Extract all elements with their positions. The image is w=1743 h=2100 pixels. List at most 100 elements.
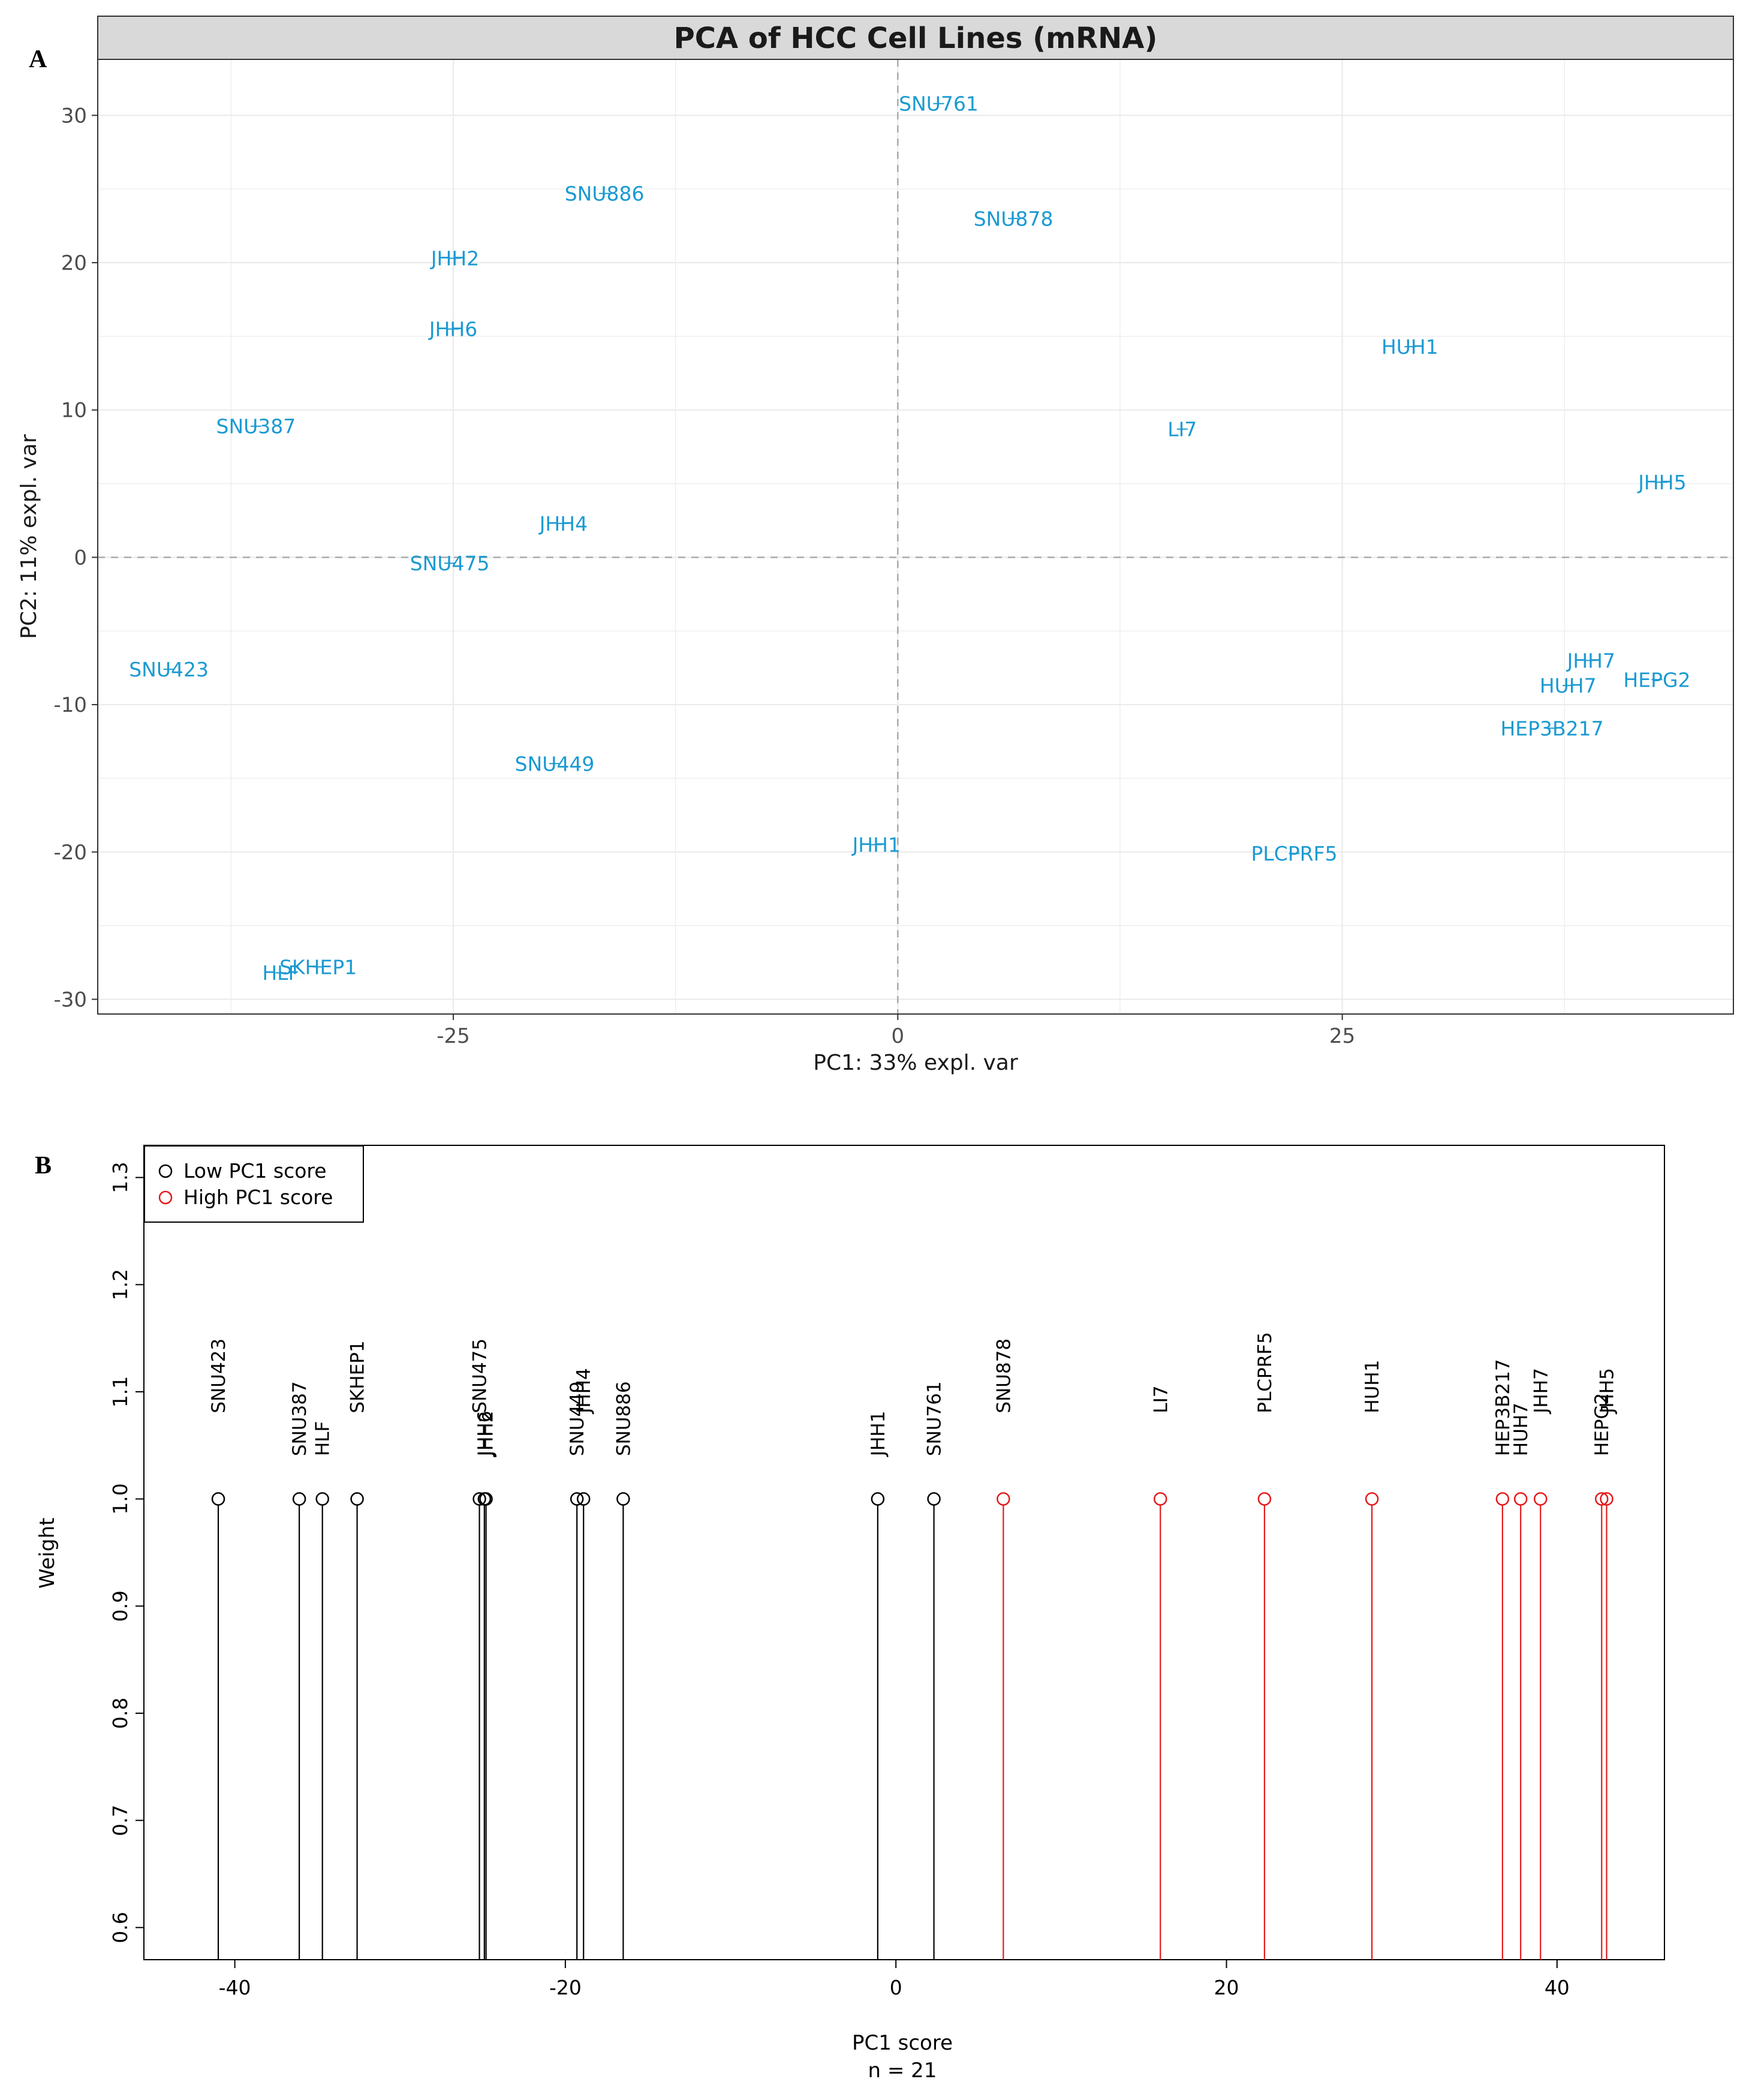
point-label-snu475: SNU475 <box>410 552 490 575</box>
point-label-jhh6: JHH6 <box>428 318 477 341</box>
x-axis-ticks: -25 0 25 <box>436 1014 1355 1048</box>
stem-marker-snu878 <box>997 1492 1010 1506</box>
point-label-snu423: SNU423 <box>129 658 209 681</box>
x-tick-label: -20 <box>549 1976 582 1999</box>
panel-letter-b: B <box>35 1152 52 1180</box>
stem-marker-hep3b217 <box>1495 1492 1510 1506</box>
point-label-snu761: SNU761 <box>899 92 979 116</box>
x-axis-label: PC1: 33% expl. var <box>813 1051 1018 1075</box>
stem-marker-plcprf5 <box>1257 1492 1272 1506</box>
stem-label-jhh2: JHH2 <box>476 1411 498 1458</box>
stem-label-snu886: SNU886 <box>613 1381 634 1456</box>
point-label-li7: LI7 <box>1167 418 1197 441</box>
point-labels: SNU761 SNU886 SNU878 JHH2 JHH6 HUH1 SNU387 LI7 J… <box>129 92 1690 985</box>
y-tick-label: 1.2 <box>109 1269 132 1300</box>
stem-marker-jhh7 <box>1534 1492 1548 1506</box>
y-tick-label: 1.3 <box>109 1162 132 1193</box>
y-tick-label: -10 <box>53 693 87 717</box>
point-label-jhh2: JHH2 <box>430 247 479 270</box>
stem-marker-snu449 <box>570 1492 584 1506</box>
stem-label-hlf: HLF <box>312 1421 334 1456</box>
chart-title: PCA of HCC Cell Lines (mRNA) <box>674 22 1158 55</box>
stem-marker-jhh5 <box>1600 1492 1613 1506</box>
stem-label-jhh7: JHH7 <box>1530 1368 1552 1415</box>
point-label-huh7: HUH7 <box>1540 674 1597 697</box>
stem-marker-jhh4 <box>576 1492 591 1506</box>
stem-marker-skhep1 <box>350 1492 364 1506</box>
stem-label-huh7: HUH7 <box>1510 1403 1532 1456</box>
y-tick-label: 0.9 <box>109 1590 132 1621</box>
legend: Low PC1 score High PC1 score <box>144 1145 364 1223</box>
plot-border <box>97 59 1734 1015</box>
stem-label-jhh4: JHH4 <box>573 1368 595 1415</box>
legend-marker-high <box>158 1190 173 1205</box>
title-strip <box>97 16 1734 60</box>
stem-marker-hepg2 <box>1595 1492 1609 1506</box>
point-label-snu387: SNU387 <box>216 415 296 438</box>
legend-label-high: High PC1 score <box>183 1186 333 1209</box>
stem-label-hepg2: HEPG2 <box>1591 1393 1613 1456</box>
stem-marker-li7 <box>1154 1492 1167 1506</box>
stem-marker-huh1 <box>1365 1492 1379 1506</box>
y-tick-label: 0.6 <box>109 1912 132 1943</box>
y-axis-ticks: 0.6 0.7 0.8 0.9 1.0 1.1 1.2 1.3 <box>109 1162 144 1943</box>
y-tick-label: 30 <box>61 104 87 128</box>
stem-label-jhh1: JHH1 <box>868 1411 889 1458</box>
point-label-jhh1: JHH1 <box>851 833 901 856</box>
stems <box>211 1492 1613 1960</box>
legend-label-low: Low PC1 score <box>183 1159 327 1183</box>
y-tick-label: 0.7 <box>109 1804 132 1836</box>
y-axis-label: PC2: 11% expl. var <box>17 434 41 639</box>
stem-label-snu878: SNU878 <box>993 1338 1015 1413</box>
x-tick-label: 25 <box>1329 1024 1355 1048</box>
legend-box <box>144 1145 364 1223</box>
stem-plot-panel: 0.6 0.7 0.8 0.9 1.0 1.1 1.2 1.3 -40 -20 0 20 40 SNU… <box>35 1145 1665 2083</box>
point-label-hepg2: HEPG2 <box>1623 668 1690 691</box>
reference-lines <box>98 59 1733 1014</box>
stem-marker-snu387 <box>292 1492 306 1506</box>
stem-label-jhh6: JHH6 <box>474 1411 496 1458</box>
y-axis-label: Weight <box>35 1518 59 1588</box>
stem-marker-hlf <box>315 1492 329 1506</box>
stem-label-snu449: SNU449 <box>567 1381 588 1456</box>
point-label-snu878: SNU878 <box>974 207 1053 230</box>
stem-marker-jhh1 <box>871 1492 885 1506</box>
plot-border <box>143 1145 1665 1960</box>
x-tick-label: 40 <box>1545 1976 1570 1999</box>
legend-marker-low <box>158 1164 173 1178</box>
stem-label-jhh5: JHH5 <box>1597 1368 1618 1415</box>
stem-label-huh1: HUH1 <box>1362 1360 1383 1413</box>
y-tick-label: 1.0 <box>109 1483 132 1514</box>
pca-scatter-panel: PCA of HCC Cell Lines (mRNA) -30 -20 -10 0 1… <box>17 16 1734 1075</box>
stem-label-plcprf5: PLCPRF5 <box>1254 1332 1276 1413</box>
point-label-huh1: HUH1 <box>1381 335 1438 359</box>
y-tick-label: 10 <box>61 399 87 423</box>
x-axis-ticks: -40 -20 0 20 40 <box>219 1960 1570 1999</box>
x-tick-label: 0 <box>890 1976 902 1999</box>
stem-label-skhep1: SKHEP1 <box>347 1340 369 1413</box>
stem-label-snu475: SNU475 <box>469 1338 491 1413</box>
point-label-skhep1: SKHEP1 <box>279 955 357 979</box>
point-label-plcprf5: PLCPRF5 <box>1251 842 1338 865</box>
point-label-jhh7: JHH7 <box>1566 649 1615 672</box>
x-axis-label: PC1 score <box>852 2031 953 2055</box>
point-label-hlf: HLF <box>262 961 299 985</box>
grid <box>98 59 1733 1014</box>
panel-letter-a: A <box>29 46 47 73</box>
stem-marker-snu475 <box>472 1492 486 1506</box>
stem-marker-jhh2 <box>479 1492 493 1506</box>
stem-label-snu423: SNU423 <box>208 1338 230 1413</box>
x-tick-label: 20 <box>1214 1976 1239 1999</box>
point-label-jhh4: JHH4 <box>538 512 588 535</box>
y-tick-label: 0 <box>74 546 87 570</box>
stem-label-snu387: SNU387 <box>289 1381 311 1456</box>
y-tick-label: 20 <box>61 251 87 275</box>
stem-label-li7: LI7 <box>1150 1386 1172 1413</box>
stem-marker-huh7 <box>1513 1492 1528 1506</box>
stem-marker-snu761 <box>927 1492 941 1506</box>
y-axis-ticks: -30 -20 -10 0 10 20 30 <box>53 104 98 1012</box>
y-tick-label: -30 <box>53 988 87 1012</box>
stem-marker-snu886 <box>616 1492 630 1506</box>
point-label-snu886: SNU886 <box>565 182 645 206</box>
